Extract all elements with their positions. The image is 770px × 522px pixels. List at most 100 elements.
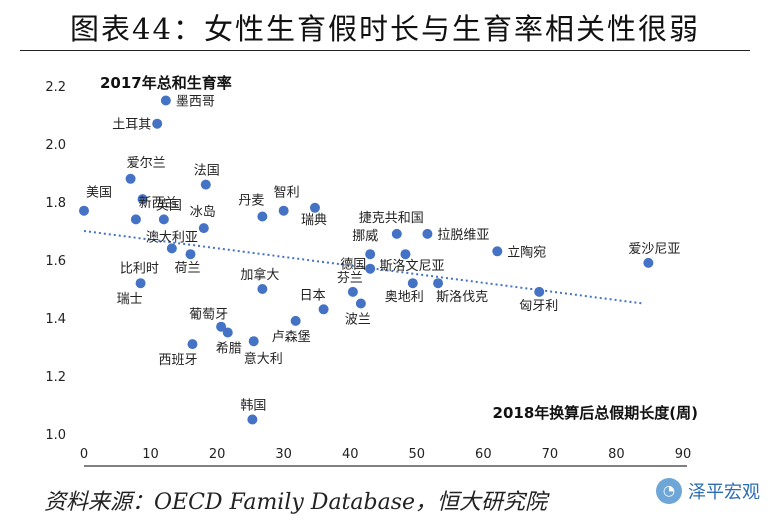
point-label: 斯洛文尼亚: [379, 259, 444, 274]
point-label: 瑞典: [301, 213, 327, 228]
data-point: [355, 298, 366, 309]
point-label: 新西兰: [139, 195, 178, 211]
point-label: 希腊: [216, 342, 242, 357]
point-label: 韩国: [240, 399, 266, 414]
point-label: 爱沙尼亚: [628, 242, 680, 257]
x-axis-label: 2018年换算后总假期长度(周): [493, 404, 698, 422]
data-point: [130, 214, 141, 225]
point-label: 冰岛: [190, 204, 216, 220]
data-point: [290, 315, 301, 326]
point-label: 意大利: [244, 351, 283, 367]
x-tick-label: 90: [675, 447, 692, 462]
point-label: 匈牙利: [519, 299, 558, 314]
point-label: 西班牙: [158, 353, 197, 368]
y-tick-label: 1.8: [45, 196, 66, 211]
y-tick-label: 1.0: [45, 428, 66, 443]
point-label: 墨西哥: [176, 95, 215, 110]
data-point: [492, 246, 503, 257]
data-point: [125, 173, 136, 184]
data-point: [400, 249, 411, 260]
point-label: 荷兰: [174, 261, 200, 276]
point-label: 德国: [340, 258, 366, 273]
point-label: 丹麦: [238, 194, 264, 209]
data-point: [309, 202, 320, 213]
data-point: [160, 95, 171, 106]
data-point: [365, 249, 376, 260]
data-point: [137, 194, 148, 205]
wechat-icon: ◔: [656, 478, 682, 504]
data-point: [135, 278, 146, 289]
data-point: [248, 336, 259, 347]
watermark: ◔ 泽平宏观: [656, 478, 760, 504]
point-label: 斯洛伐克: [436, 290, 488, 305]
data-point: [158, 214, 169, 225]
data-point: [166, 243, 177, 254]
data-point: [534, 286, 545, 297]
y-tick-labels: 1.0 1.2 1.4 1.6 1.8 2.0 2.2: [45, 80, 66, 443]
point-label: 比利时: [120, 261, 159, 276]
data-point: [257, 211, 268, 222]
x-tick-label: 50: [409, 447, 426, 462]
data-point: [257, 284, 268, 294]
point-label: 奥地利: [385, 290, 424, 305]
y-tick-label: 1.6: [45, 254, 66, 269]
point-label: 挪威: [352, 229, 378, 244]
point-label: 波兰: [345, 313, 371, 328]
point-label: 爱尔兰: [127, 156, 166, 171]
data-point: [79, 205, 89, 216]
y-axis-label: 2017年总和生育率: [100, 74, 232, 92]
page-title: 图表44：女性生育假时长与生育率相关性很弱: [70, 12, 700, 46]
data-point: [152, 118, 163, 129]
data-point: [200, 179, 211, 190]
scatter-chart: 1.0 1.2 1.4 1.6 1.8 2.0 2.2 0 10 20 30 40 50 60 70 80 9…: [45, 74, 698, 467]
point-label: 日本: [300, 288, 326, 303]
data-point: [222, 327, 233, 338]
x-tick-label: 10: [142, 447, 159, 462]
point-label: 英国: [156, 198, 182, 213]
x-tick-labels: 0 10 20 30 40 50 60 70 80 90: [80, 447, 691, 462]
data-point: [216, 321, 227, 332]
data-points: [79, 95, 654, 425]
data-point: [391, 228, 402, 239]
title-divider: [20, 50, 750, 51]
data-point: [318, 304, 329, 315]
point-label: 立陶宛: [507, 244, 546, 260]
trend-line: [83, 230, 644, 305]
data-point: [407, 278, 418, 289]
data-point: [365, 263, 376, 274]
x-tick-label: 40: [342, 447, 359, 462]
point-label: 智利: [274, 186, 300, 201]
y-tick-label: 2.0: [45, 138, 66, 153]
data-point: [198, 223, 209, 234]
source-note: 资料来源：OECD Family Database，恒大研究院: [44, 490, 548, 515]
y-tick-label: 1.4: [45, 312, 66, 327]
point-label: 葡萄牙: [189, 308, 228, 323]
point-label: 澳大利亚: [146, 229, 198, 245]
point-label: 卢森堡: [272, 329, 311, 345]
x-tick-label: 20: [209, 447, 226, 462]
point-label: 捷克共和国: [359, 211, 424, 226]
point-label: 法国: [194, 164, 220, 179]
data-point: [185, 249, 196, 260]
x-tick-label: 0: [80, 447, 88, 462]
data-point: [643, 257, 654, 268]
point-label: 加拿大: [240, 267, 279, 283]
y-tick-label: 2.2: [45, 80, 66, 95]
y-tick-label: 1.2: [45, 370, 66, 385]
point-label: 芬兰: [337, 271, 363, 286]
data-point: [278, 205, 289, 216]
data-point: [347, 286, 358, 297]
data-point: [433, 278, 444, 289]
x-tick-label: 60: [475, 447, 492, 462]
point-label: 土耳其: [112, 118, 151, 133]
watermark-text: 泽平宏观: [688, 482, 760, 503]
point-label: 美国: [86, 186, 112, 201]
data-point: [247, 414, 258, 425]
data-point: [422, 228, 433, 239]
x-tick-label: 30: [275, 447, 292, 462]
x-tick-label: 80: [608, 447, 625, 462]
data-point: [187, 339, 198, 350]
point-label: 瑞士: [117, 292, 143, 307]
x-tick-label: 70: [542, 447, 559, 462]
